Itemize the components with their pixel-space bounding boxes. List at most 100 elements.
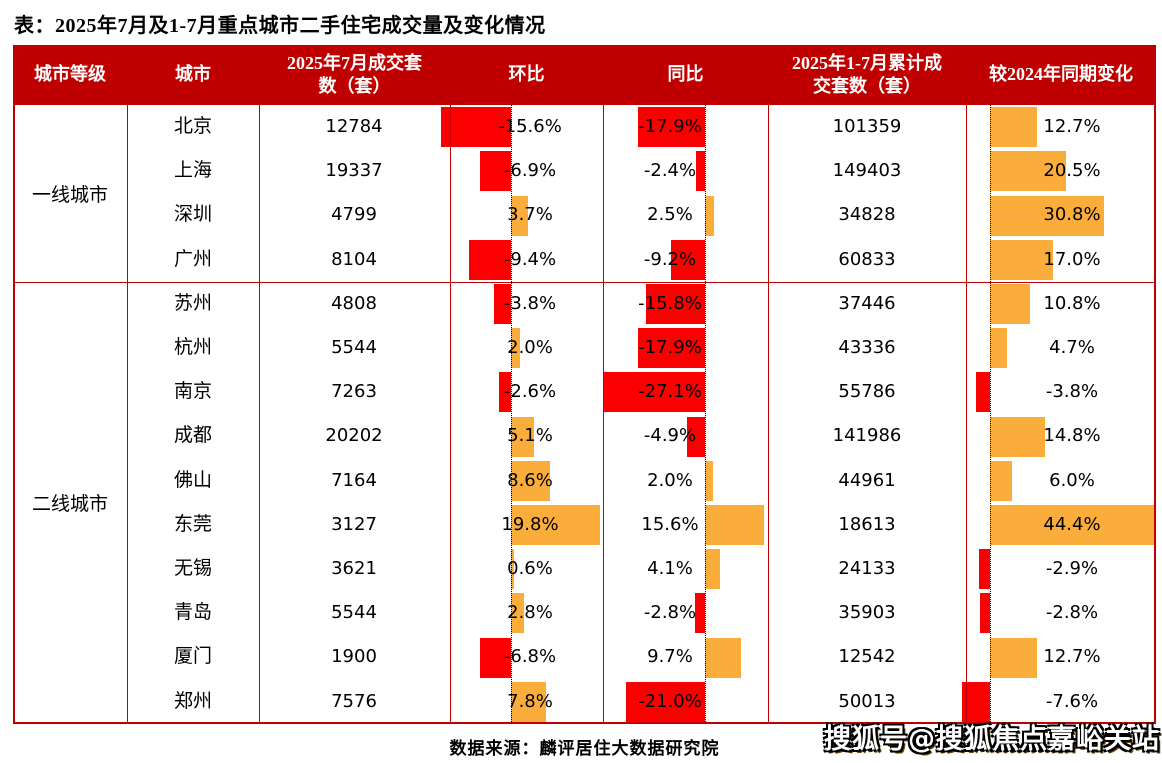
july-volume-无锡: 3621 bbox=[331, 558, 377, 579]
city-name-广州: 广州 bbox=[173, 248, 213, 270]
chg-bar-杭州 bbox=[990, 328, 1008, 369]
yoy-value-佛山: 2.0% bbox=[647, 469, 693, 491]
cumulative-volume-东莞: 18613 bbox=[838, 513, 896, 535]
city-name-深圳: 深圳 bbox=[173, 204, 213, 226]
yoy-value-广州: -9.2% bbox=[643, 248, 697, 270]
yoy-bar-佛山 bbox=[705, 460, 713, 501]
cumulative-change-value-青岛: -2.8% bbox=[1045, 602, 1099, 624]
yoy-bar-广州 bbox=[670, 239, 705, 280]
july-volume-佛山: 7164 bbox=[331, 469, 377, 491]
july-volume-北京: 12784 bbox=[325, 116, 383, 137]
mom-bar-郑州 bbox=[511, 681, 547, 722]
mom-bar-深圳 bbox=[511, 195, 528, 236]
yoy-bar-深圳 bbox=[705, 195, 715, 236]
table-border-right bbox=[1154, 105, 1156, 724]
yoy-value-北京: -17.9% bbox=[638, 116, 702, 137]
chg-bar-北京 bbox=[990, 107, 1037, 148]
column-border-4 bbox=[603, 105, 604, 724]
chg-zero-baseline bbox=[990, 105, 991, 724]
table-border-bottom bbox=[13, 722, 1156, 724]
yoy-value-深圳: 2.5% bbox=[647, 204, 693, 226]
cumulative-volume-成都: 141986 bbox=[832, 425, 902, 447]
cumulative-volume-厦门: 12542 bbox=[838, 646, 896, 668]
city-name-苏州: 苏州 bbox=[173, 292, 213, 314]
mom-bar-厦门 bbox=[480, 637, 511, 678]
page-title: 表：2025年7月及1-7月重点城市二手住宅成交量及变化情况 bbox=[14, 15, 546, 37]
mom-bar-南京 bbox=[499, 372, 511, 413]
city-name-青岛: 青岛 bbox=[173, 602, 213, 624]
mom-bar-成都 bbox=[511, 416, 534, 457]
yoy-value-杭州: -17.9% bbox=[638, 337, 702, 358]
cumulative-volume-佛山: 44961 bbox=[838, 469, 896, 491]
chg-bar-苏州 bbox=[990, 284, 1030, 324]
cumulative-change-value-南京: -3.8% bbox=[1045, 381, 1099, 403]
chg-bar-佛山 bbox=[990, 460, 1013, 501]
table-header-row: 城市等级 城市 2025年7月成交套 数（套） 环比 同比 2025年1-7月累… bbox=[13, 45, 1156, 105]
tier-label-2: 二线城市 bbox=[31, 494, 108, 516]
cumulative-volume-杭州: 43336 bbox=[838, 337, 896, 358]
city-name-杭州: 杭州 bbox=[173, 337, 213, 358]
cumulative-volume-苏州: 37446 bbox=[838, 292, 896, 314]
mom-bar-无锡 bbox=[511, 549, 514, 590]
mom-value-郑州: 7.8% bbox=[507, 690, 553, 712]
cumulative-change-value-深圳: 30.8% bbox=[1043, 204, 1101, 226]
yoy-bar-北京 bbox=[637, 107, 705, 148]
header-july-volume: 2025年7月成交套 数（套） bbox=[287, 52, 422, 96]
cumulative-volume-无锡: 24133 bbox=[838, 558, 896, 579]
yoy-zero-baseline bbox=[705, 105, 706, 724]
yoy-bar-苏州 bbox=[645, 284, 705, 324]
cumulative-change-value-杭州: 4.7% bbox=[1049, 337, 1095, 358]
yoy-value-成都: -4.9% bbox=[643, 425, 697, 447]
yoy-bar-成都 bbox=[686, 416, 705, 457]
cumulative-volume-上海: 149403 bbox=[832, 160, 902, 182]
chg-bar-成都 bbox=[990, 416, 1045, 457]
yoy-value-上海: -2.4% bbox=[643, 160, 697, 182]
mom-value-北京: -15.6% bbox=[498, 116, 562, 137]
chg-bar-深圳 bbox=[990, 195, 1104, 236]
cumulative-volume-青岛: 35903 bbox=[838, 602, 896, 624]
yoy-bar-青岛 bbox=[694, 593, 705, 634]
cumulative-volume-南京: 55786 bbox=[838, 381, 896, 403]
city-name-成都: 成都 bbox=[173, 425, 213, 447]
july-volume-深圳: 4799 bbox=[331, 204, 377, 226]
yoy-value-郑州: -21.0% bbox=[638, 690, 702, 712]
column-border-1 bbox=[127, 105, 128, 724]
yoy-bar-郑州 bbox=[626, 681, 705, 722]
july-volume-成都: 20202 bbox=[325, 425, 383, 447]
yoy-bar-南京 bbox=[603, 372, 705, 413]
column-border-3 bbox=[450, 105, 451, 724]
mom-bar-广州 bbox=[468, 239, 511, 280]
cumulative-change-value-北京: 12.7% bbox=[1043, 116, 1101, 137]
mom-value-深圳: 3.7% bbox=[507, 204, 553, 226]
mom-value-无锡: 0.6% bbox=[507, 558, 553, 579]
july-volume-杭州: 5544 bbox=[331, 337, 377, 358]
july-volume-广州: 8104 bbox=[331, 248, 377, 270]
cumulative-change-value-苏州: 10.8% bbox=[1043, 292, 1101, 314]
tier-label-1: 一线城市 bbox=[31, 184, 108, 206]
header-cumulative-change: 较2024年同期变化 bbox=[989, 64, 1133, 85]
mom-bar-苏州 bbox=[493, 284, 511, 324]
cumulative-change-value-郑州: -7.6% bbox=[1045, 690, 1099, 712]
mom-value-厦门: -6.8% bbox=[503, 646, 557, 668]
yoy-value-厦门: 9.7% bbox=[647, 646, 693, 668]
header-cumulative-volume: 2025年1-7月累计成 交套数（套） bbox=[792, 52, 942, 96]
city-name-南京: 南京 bbox=[173, 381, 213, 403]
mom-value-东莞: 19.8% bbox=[501, 513, 559, 535]
chg-bar-南京 bbox=[975, 372, 990, 413]
header-city: 城市 bbox=[175, 64, 211, 85]
yoy-bar-厦门 bbox=[705, 637, 742, 678]
mom-value-上海: -6.9% bbox=[503, 160, 557, 182]
cumulative-change-value-佛山: 6.0% bbox=[1049, 469, 1095, 491]
mom-value-佛山: 8.6% bbox=[507, 469, 553, 491]
july-volume-青岛: 5544 bbox=[331, 602, 377, 624]
cumulative-change-value-东莞: 44.4% bbox=[1043, 513, 1101, 535]
yoy-value-无锡: 4.1% bbox=[647, 558, 693, 579]
july-volume-东莞: 3127 bbox=[331, 513, 377, 535]
mom-value-苏州: -3.8% bbox=[503, 292, 557, 314]
header-mom: 环比 bbox=[508, 64, 545, 85]
column-border-2 bbox=[259, 105, 260, 724]
cumulative-change-value-厦门: 12.7% bbox=[1043, 646, 1101, 668]
column-border-6 bbox=[966, 105, 967, 724]
mom-value-青岛: 2.8% bbox=[507, 602, 553, 624]
chg-bar-青岛 bbox=[979, 593, 990, 634]
